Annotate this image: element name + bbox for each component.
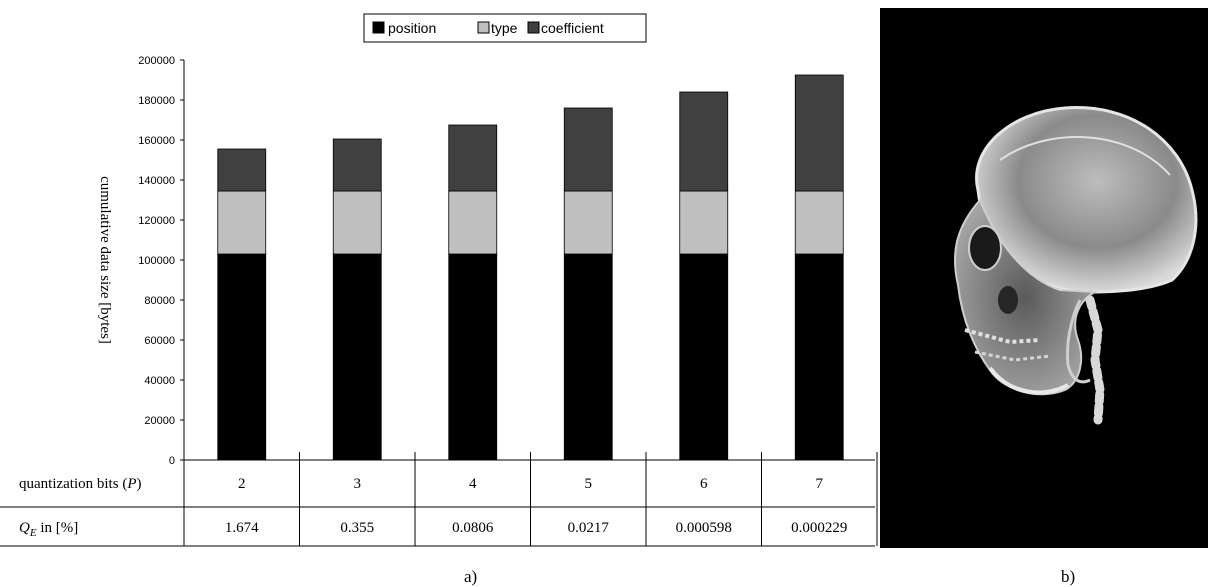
cell-qe-3: 0.0217 xyxy=(568,520,610,536)
bar-position-2 xyxy=(217,253,267,461)
bar-coefficient-4 xyxy=(448,124,498,192)
bar-coefficient-7 xyxy=(794,74,844,192)
legend-label-type: type xyxy=(491,20,518,36)
bar-type-4 xyxy=(448,190,498,255)
chart-legend: position type coefficient xyxy=(363,13,647,43)
cell-qe-1: 0.355 xyxy=(340,520,374,536)
legend-label-coefficient: coefficient xyxy=(541,20,604,36)
row-label-qe-text: in [%] xyxy=(37,520,79,536)
y-axis-ticks: 0 20000 40000 60000 80000 100000 120000 140000 1… xyxy=(138,55,184,467)
y-tick-label: 120000 xyxy=(138,215,175,227)
y-tick-label: 80000 xyxy=(144,295,175,307)
y-tick-label: 160000 xyxy=(138,135,175,147)
y-tick-label: 140000 xyxy=(138,175,175,187)
bar-position-6 xyxy=(679,253,729,461)
caption-b: b) xyxy=(1061,567,1075,586)
legend-box xyxy=(363,13,647,43)
bar-type-5 xyxy=(563,190,613,255)
legend-swatch-coefficient xyxy=(527,21,540,34)
bar-type-7 xyxy=(794,190,844,255)
bar-position-7 xyxy=(794,253,844,461)
bar-coefficient-5 xyxy=(563,107,613,192)
data-table: quantization bits (P) QE in [%] 2 3 4 5 6 7 1.… xyxy=(0,452,878,547)
legend-swatch-position xyxy=(372,21,385,34)
bar-coefficient-2 xyxy=(217,148,267,192)
cell-qe-4: 0.000598 xyxy=(676,520,732,536)
table-cells: 2 3 4 5 6 7 1.674 0.355 0.0806 0.0217 0.000598 0.00… xyxy=(225,476,848,536)
y-tick-label: 20000 xyxy=(144,415,175,427)
cell-bits-1: 3 xyxy=(354,476,362,492)
row-label-quantization-var: P xyxy=(126,476,136,492)
row-label-quantization-close: ) xyxy=(136,476,141,492)
cell-bits-2: 4 xyxy=(469,476,477,492)
caption-a: a) xyxy=(464,567,477,586)
table-dividers xyxy=(299,452,878,546)
bar-coefficient-6 xyxy=(679,91,729,192)
y-tick-label: 180000 xyxy=(138,95,175,107)
cell-qe-2: 0.0806 xyxy=(452,520,494,536)
y-tick-label: 0 xyxy=(169,455,175,467)
bar-type-2 xyxy=(217,190,267,255)
cell-qe-5: 0.000229 xyxy=(791,520,847,536)
y-tick-label: 60000 xyxy=(144,335,175,347)
y-tick-label: 100000 xyxy=(138,255,175,267)
bar-position-4 xyxy=(448,253,498,461)
bar-type-3 xyxy=(332,190,382,255)
skull-xray-panel xyxy=(880,8,1208,548)
row-label-qe-var: Q xyxy=(19,520,30,536)
row-label-qe-sub: E xyxy=(29,527,37,539)
y-axis-label: cumulative data size [bytes] xyxy=(97,176,113,344)
row-label-qe: QE in [%] xyxy=(19,520,78,539)
row-label-quantization-bits: quantization bits (P) xyxy=(19,476,141,492)
legend-label-position: position xyxy=(388,20,436,36)
cell-bits-3: 5 xyxy=(585,476,593,492)
bar-type-6 xyxy=(679,190,729,255)
legend-swatch-type xyxy=(477,21,490,34)
bar-position-5 xyxy=(563,253,613,461)
cell-bits-5: 7 xyxy=(816,476,824,492)
row-label-quantization-text: quantization bits ( xyxy=(19,476,127,492)
y-tick-label: 200000 xyxy=(138,55,175,67)
bar-area xyxy=(217,74,844,461)
y-tick-label: 40000 xyxy=(144,375,175,387)
skull-icon xyxy=(954,106,1198,425)
bar-position-3 xyxy=(332,253,382,461)
bar-coefficient-3 xyxy=(332,138,382,192)
cell-qe-0: 1.674 xyxy=(225,520,259,536)
cell-bits-0: 2 xyxy=(238,476,246,492)
cell-bits-4: 6 xyxy=(700,476,708,492)
